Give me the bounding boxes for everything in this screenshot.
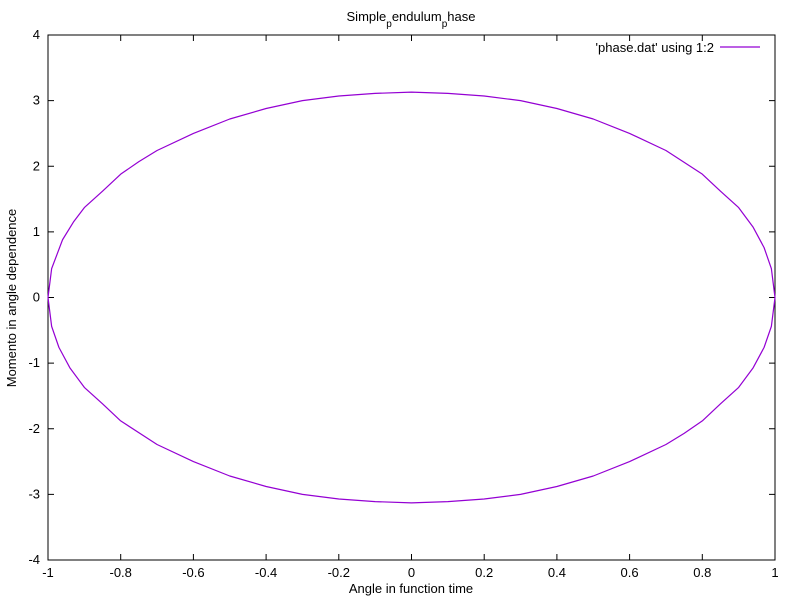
y-tick-label: -1 — [28, 355, 40, 370]
y-tick-label: 0 — [33, 290, 40, 305]
y-axis-label: Momento in angle dependence — [4, 209, 19, 388]
y-axis: -4 -3 -2 -1 0 1 2 3 4 — [28, 27, 775, 567]
y-tick-label: 4 — [33, 27, 40, 42]
x-tick-label: 0.8 — [693, 565, 711, 580]
y-tick-label: -3 — [28, 486, 40, 501]
x-tick-label: 0.6 — [621, 565, 639, 580]
y-tick-label: 1 — [33, 224, 40, 239]
x-tick-label: -1 — [42, 565, 54, 580]
x-tick-label: 0.4 — [548, 565, 566, 580]
legend: 'phase.dat' using 1:2 — [596, 40, 760, 55]
x-tick-label: -0.6 — [182, 565, 204, 580]
x-tick-label: 0.2 — [475, 565, 493, 580]
legend-label: 'phase.dat' using 1:2 — [596, 40, 714, 55]
x-tick-label: -0.8 — [109, 565, 131, 580]
title-segment: Simple — [347, 9, 387, 24]
x-axis-label: Angle in function time — [349, 581, 473, 596]
series-layer — [47, 91, 776, 504]
y-tick-label: -2 — [28, 421, 40, 436]
x-tick-label: 1 — [771, 565, 778, 580]
title-segment: endulum — [392, 9, 442, 24]
title-segment: hase — [447, 9, 475, 24]
series-line-0 — [47, 91, 776, 504]
x-tick-label: -0.2 — [328, 565, 350, 580]
title-subscript: p — [386, 19, 392, 30]
x-tick-label: -0.4 — [255, 565, 277, 580]
chart-title: Simplependulumphase — [347, 9, 476, 30]
y-tick-label: 3 — [33, 93, 40, 108]
x-tick-label: 0 — [408, 565, 415, 580]
y-tick-label: 2 — [33, 158, 40, 173]
y-tick-label: -4 — [28, 552, 40, 567]
title-subscript: p — [442, 19, 448, 30]
x-axis: -1 -0.8 -0.6 -0.4 -0.2 0 0.2 0.4 0.6 0.8 1 — [42, 35, 779, 580]
